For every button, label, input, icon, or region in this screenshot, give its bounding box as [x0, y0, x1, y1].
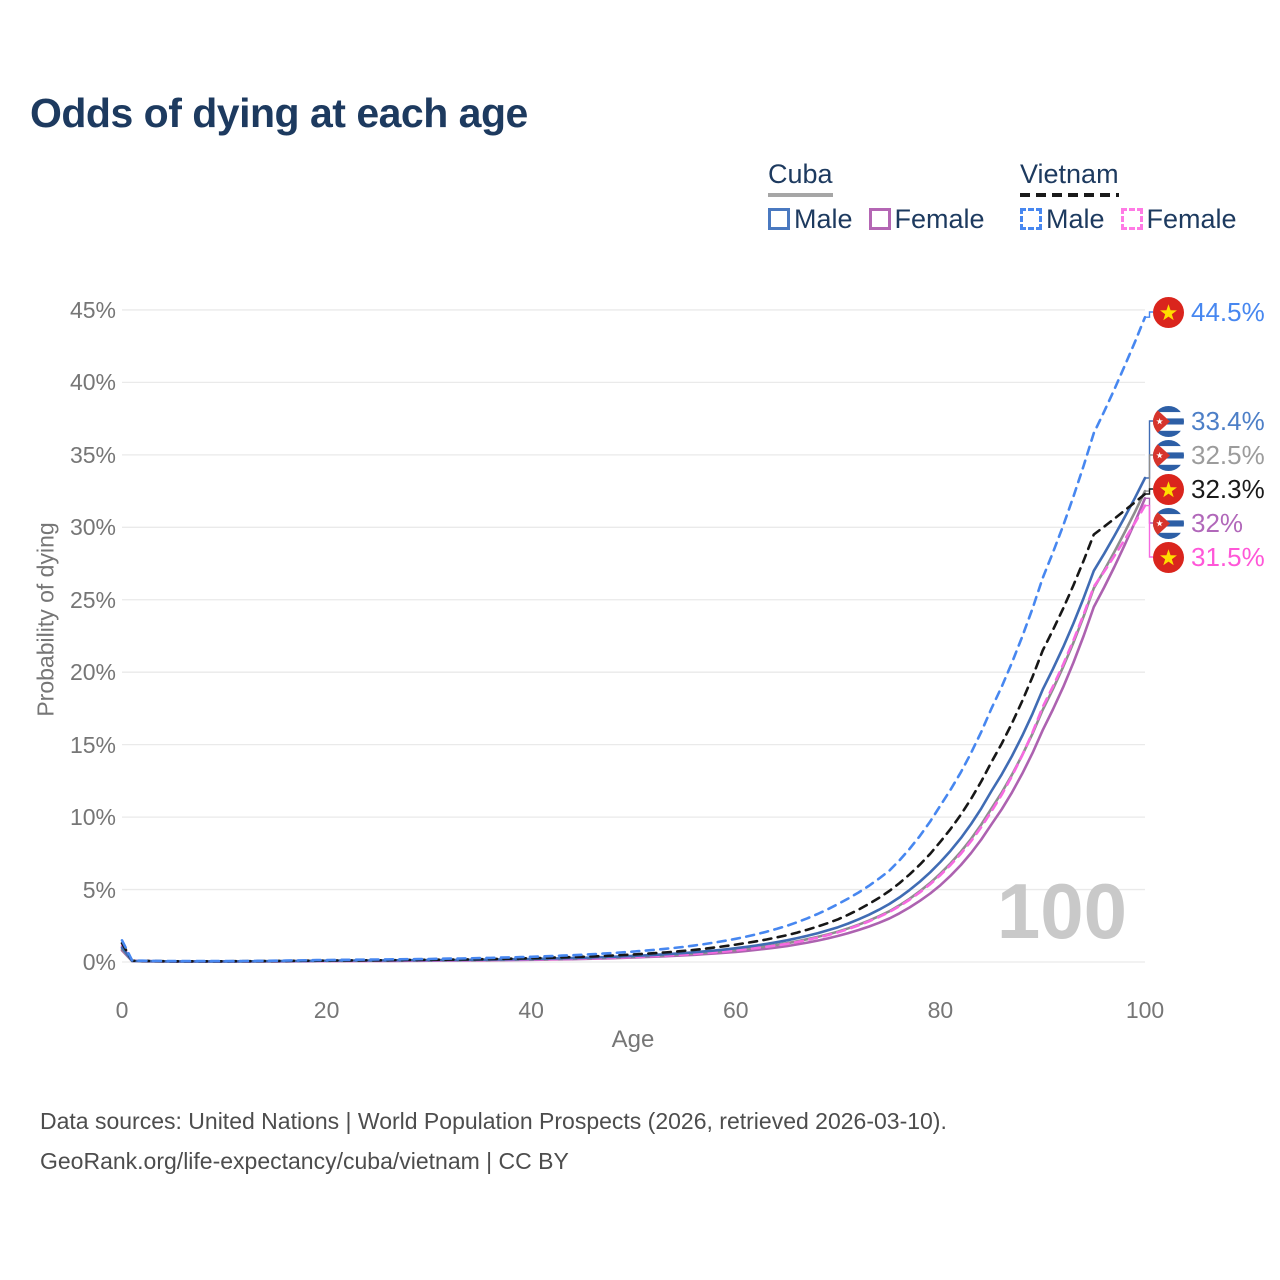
- line-vietnam-female[interactable]: [120, 504, 1147, 963]
- legend-group-cuba: Cuba Male Female: [768, 158, 1001, 233]
- line-cuba-male[interactable]: [120, 476, 1147, 963]
- y-tick-45%: 45%: [69, 296, 116, 323]
- y-tick-5%: 5%: [82, 876, 116, 903]
- watermark-age: 100: [997, 867, 1127, 955]
- legend-swatch-vietnam-male[interactable]: [1020, 208, 1042, 230]
- y-tick-10%: 10%: [69, 804, 116, 831]
- leader-line-vietnam-female: [1146, 504, 1153, 558]
- y-tick-35%: 35%: [69, 441, 116, 468]
- x-axis-title: Age: [611, 1026, 655, 1053]
- page-title: Odds of dying at each age: [30, 90, 528, 136]
- x-tick-100: 100: [1125, 997, 1165, 1023]
- legend-vietnam-items: Male Female: [1020, 205, 1253, 233]
- legend-label-cuba-male[interactable]: Male: [794, 204, 853, 234]
- end-label-value: 44.5%: [1191, 296, 1265, 327]
- legend-label-vietnam-male[interactable]: Male: [1046, 204, 1105, 234]
- leader-line-cuba-total: [1146, 454, 1153, 492]
- end-label-value: 32.3%: [1191, 473, 1265, 504]
- line-vietnam-male[interactable]: [120, 315, 1147, 963]
- legend-label-vietnam-female[interactable]: Female: [1146, 204, 1237, 234]
- end-label-value: 32%: [1191, 507, 1244, 538]
- vietnam-flag-icon: [1153, 541, 1184, 573]
- legend-group-vietnam: Vietnam Male Female: [1020, 158, 1253, 233]
- x-tick-20: 20: [313, 997, 340, 1023]
- line-vietnam-total[interactable]: [120, 492, 1147, 963]
- cuba-flag-icon: [1153, 439, 1184, 471]
- y-tick-0%: 0%: [82, 949, 116, 975]
- y-tick-40%: 40%: [69, 369, 116, 396]
- end-label-vietnam-male[interactable]: 44.5%: [1153, 296, 1265, 328]
- legend-vietnam-title-wrap: Vietnam: [1020, 158, 1119, 197]
- end-label-cuba-female[interactable]: 32%: [1153, 507, 1243, 539]
- legend-cuba-title-wrap: Cuba: [768, 158, 833, 197]
- y-tick-15%: 15%: [69, 731, 116, 758]
- footer-source-line: Data sources: United Nations | World Pop…: [40, 1108, 947, 1134]
- y-tick-25%: 25%: [69, 586, 116, 613]
- x-tick-0: 0: [115, 997, 129, 1023]
- leader-line-vietnam-total: [1146, 488, 1153, 495]
- y-tick-30%: 30%: [69, 514, 116, 541]
- legend-label-cuba-female[interactable]: Female: [894, 204, 985, 234]
- legend-swatch-vietnam-female[interactable]: [1120, 208, 1143, 230]
- legend-swatch-cuba-male[interactable]: [768, 208, 790, 230]
- cuba-flag-icon: [1153, 507, 1184, 539]
- legend-cuba-line-sample: [768, 193, 833, 197]
- leader-line-cuba-male: [1146, 420, 1153, 479]
- end-label-vietnam-total[interactable]: 32.3%: [1153, 473, 1265, 505]
- footer-link-line[interactable]: GeoRank.org/life-expectancy/cuba/vietnam…: [40, 1148, 569, 1174]
- legend-swatch-cuba-female[interactable]: [868, 208, 891, 230]
- end-label-cuba-total[interactable]: 32.5%: [1153, 439, 1265, 471]
- line-cuba-female[interactable]: [120, 497, 1147, 963]
- y-tick-20%: 20%: [69, 659, 116, 686]
- end-label-value: 31.5%: [1191, 541, 1265, 572]
- line-cuba-total[interactable]: [120, 489, 1147, 963]
- end-label-vietnam-female[interactable]: 31.5%: [1153, 541, 1265, 573]
- legend-cuba-items: Male Female: [768, 205, 1001, 233]
- vietnam-flag-icon: [1153, 473, 1184, 505]
- x-tick-60: 60: [723, 997, 749, 1023]
- end-label-value: 32.5%: [1191, 439, 1265, 470]
- leader-line-vietnam-male: [1146, 311, 1153, 318]
- legend-cuba-title[interactable]: Cuba: [768, 159, 833, 189]
- end-label-cuba-male[interactable]: 33.4%: [1153, 405, 1265, 437]
- vietnam-flag-icon: [1153, 296, 1184, 328]
- end-label-value: 33.4%: [1191, 405, 1265, 436]
- x-tick-80: 80: [927, 997, 954, 1023]
- x-tick-40: 40: [518, 997, 544, 1023]
- cuba-flag-icon: [1153, 405, 1184, 437]
- legend-vietnam-title[interactable]: Vietnam: [1020, 159, 1119, 189]
- legend-vietnam-line-sample: [1020, 193, 1119, 197]
